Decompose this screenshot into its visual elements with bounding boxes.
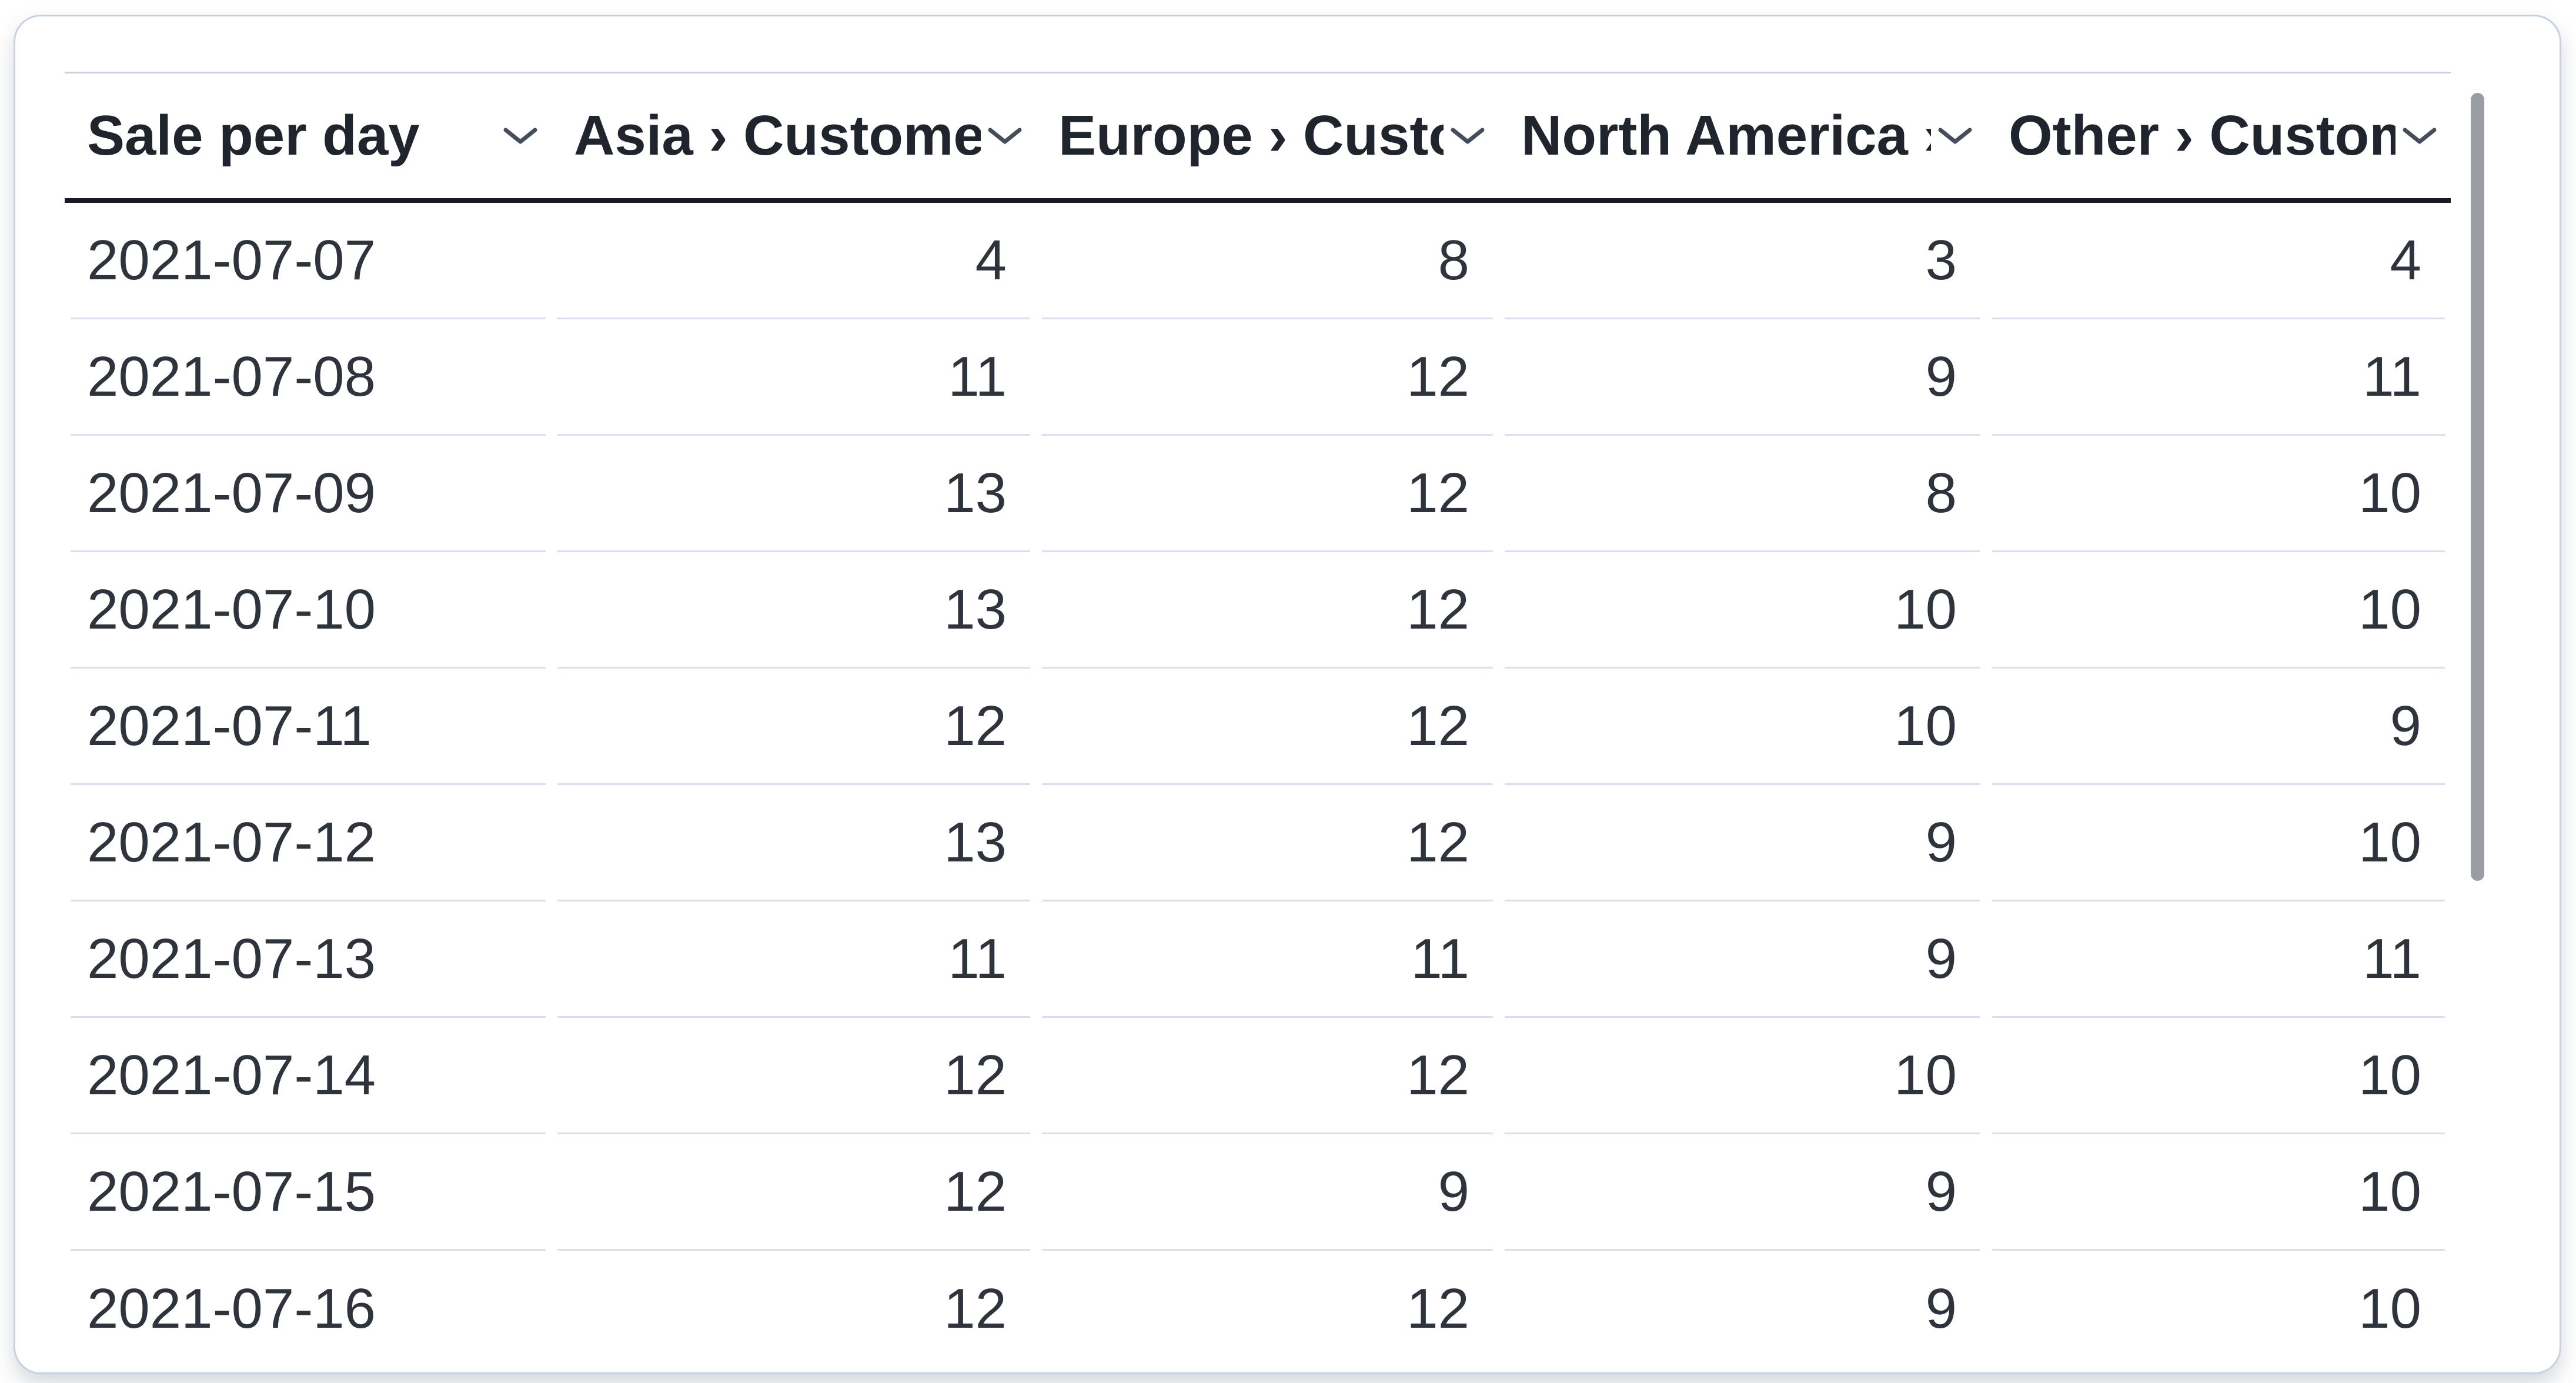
value-cell: 3 xyxy=(1505,203,1980,319)
value-cell: 9 xyxy=(1042,1134,1493,1251)
value-cell: 10 xyxy=(1992,436,2445,552)
table-header-row: Sale per day Asia › Customers Europe › Cus… xyxy=(65,72,2451,203)
column-header-north-america[interactable]: North America › Customers xyxy=(1499,74,1986,198)
value-cell: 9 xyxy=(1505,901,1980,1018)
column-header-other[interactable]: Other › Customers xyxy=(1986,74,2451,198)
value-cell: 11 xyxy=(557,901,1030,1018)
table-row: 2021-07-12 13 12 9 10 xyxy=(65,785,2451,901)
value-cell: 4 xyxy=(557,203,1030,319)
date-cell: 2021-07-13 xyxy=(71,901,546,1018)
data-table: Sale per day Asia › Customers Europe › Cus… xyxy=(65,72,2451,1367)
value-cell: 13 xyxy=(557,552,1030,669)
value-cell: 10 xyxy=(1505,552,1980,669)
table-row: 2021-07-08 11 12 9 11 xyxy=(65,319,2451,436)
chevron-down-icon xyxy=(2403,128,2437,144)
chevron-down-icon xyxy=(1938,128,1972,144)
value-cell: 11 xyxy=(1042,901,1493,1018)
value-cell: 13 xyxy=(557,436,1030,552)
chevron-down-icon xyxy=(1451,128,1485,144)
value-cell: 12 xyxy=(1042,1018,1493,1134)
column-header-sale-per-day[interactable]: Sale per day xyxy=(65,74,552,198)
table-row: 2021-07-14 12 12 10 10 xyxy=(65,1018,2451,1134)
value-cell: 10 xyxy=(1992,1018,2445,1134)
value-cell: 8 xyxy=(1042,203,1493,319)
value-cell: 12 xyxy=(1042,785,1493,901)
date-cell: 2021-07-07 xyxy=(71,203,546,319)
value-cell: 11 xyxy=(1992,901,2445,1018)
column-header-label: Europe › Customers xyxy=(1058,104,1444,167)
table-row: 2021-07-10 13 12 10 10 xyxy=(65,552,2451,669)
value-cell: 11 xyxy=(557,319,1030,436)
value-cell: 12 xyxy=(1042,669,1493,785)
table-row: 2021-07-13 11 11 9 11 xyxy=(65,901,2451,1018)
value-cell: 10 xyxy=(1992,552,2445,669)
table-row: 2021-07-11 12 12 10 9 xyxy=(65,669,2451,785)
value-cell: 10 xyxy=(1992,785,2445,901)
value-cell: 10 xyxy=(1505,669,1980,785)
value-cell: 12 xyxy=(1406,1277,1469,1340)
column-header-asia[interactable]: Asia › Customers xyxy=(552,74,1036,198)
table-row: 2021-07-07 4 8 3 4 xyxy=(65,203,2451,319)
value-cell: 9 xyxy=(1505,785,1980,901)
column-header-label: Sale per day xyxy=(87,104,420,167)
value-cell: 12 xyxy=(1042,436,1493,552)
vertical-scrollbar-thumb[interactable] xyxy=(2471,93,2484,881)
value-cell: 10 xyxy=(2358,1277,2421,1340)
table-card: Sale per day Asia › Customers Europe › Cus… xyxy=(14,15,2561,1374)
date-cell: 2021-07-11 xyxy=(71,669,546,785)
column-header-europe[interactable]: Europe › Customers xyxy=(1036,74,1499,198)
date-cell: 2021-07-14 xyxy=(71,1018,546,1134)
value-cell: 9 xyxy=(1992,669,2445,785)
date-cell: 2021-07-15 xyxy=(71,1134,546,1251)
value-cell: 9 xyxy=(1505,319,1980,436)
value-cell: 12 xyxy=(557,669,1030,785)
date-cell: 2021-07-09 xyxy=(71,436,546,552)
date-cell: 2021-07-12 xyxy=(71,785,546,901)
value-cell: 12 xyxy=(1042,552,1493,669)
value-cell: 9 xyxy=(1925,1277,1957,1340)
column-header-label: Asia › Customers xyxy=(574,104,981,167)
value-cell: 4 xyxy=(1992,203,2445,319)
column-header-label: Other › Customers xyxy=(2009,104,2395,167)
value-cell: 12 xyxy=(944,1277,1007,1340)
date-cell: 2021-07-10 xyxy=(71,552,546,669)
value-cell: 10 xyxy=(1505,1018,1980,1134)
value-cell: 8 xyxy=(1505,436,1980,552)
date-cell: 2021-07-16 xyxy=(87,1277,376,1340)
table-row: 2021-07-16 12 12 9 10 xyxy=(65,1251,2451,1367)
table-body: 2021-07-07 4 8 3 4 2021-07-08 11 12 9 11 2021-07-0… xyxy=(65,203,2451,1367)
value-cell: 12 xyxy=(557,1134,1030,1251)
value-cell: 12 xyxy=(557,1018,1030,1134)
table-row: 2021-07-15 12 9 9 10 xyxy=(65,1134,2451,1251)
value-cell: 9 xyxy=(1505,1134,1980,1251)
date-cell: 2021-07-08 xyxy=(71,319,546,436)
column-header-label: North America › Customers xyxy=(1521,104,1931,167)
table-row: 2021-07-09 13 12 8 10 xyxy=(65,436,2451,552)
chevron-down-icon xyxy=(503,128,537,144)
value-cell: 11 xyxy=(1992,319,2445,436)
value-cell: 12 xyxy=(1042,319,1493,436)
chevron-down-icon xyxy=(988,128,1022,144)
value-cell: 10 xyxy=(1992,1134,2445,1251)
value-cell: 13 xyxy=(557,785,1030,901)
